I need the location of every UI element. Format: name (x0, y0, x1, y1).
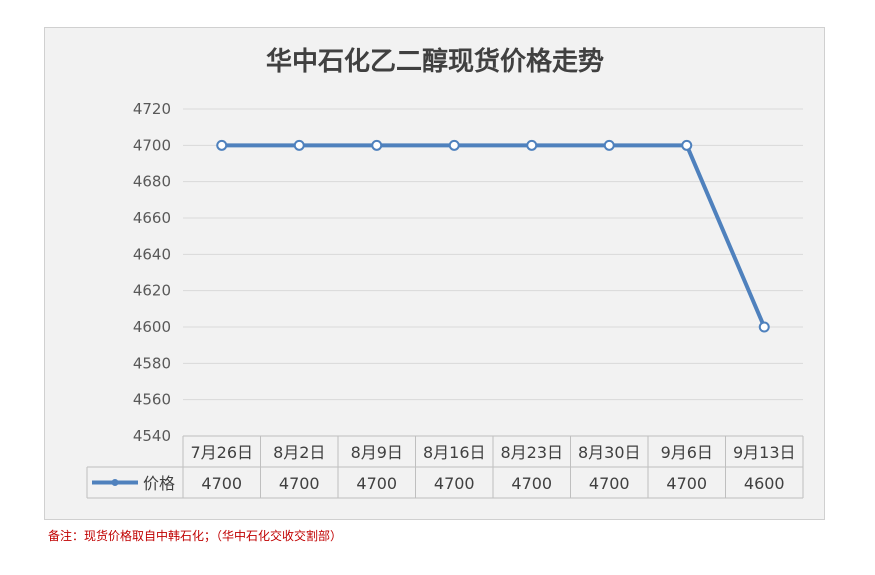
y-tick-label: 4560 (133, 391, 171, 409)
y-tick-label: 4600 (133, 318, 171, 336)
data-table: 7月26日 8月2日 8月9日 8月16日 8月23日 8月30日 9月6日 9月13日 470… (86, 435, 804, 499)
series-line-group (221, 143, 767, 328)
data-table-value: 4700 (434, 474, 475, 493)
data-table-value: 4700 (279, 474, 320, 493)
x-category-label: 8月30日 (578, 443, 641, 462)
chart-svg: 华中石化乙二醇现货价格走势 4540 4560 4580 4600 4620 4640 46… (86, 46, 804, 499)
x-category-label: 9月13日 (733, 443, 796, 462)
y-axis-ticks: 4540 4560 4580 4600 4620 4640 4660 4680 4700 4720 (133, 100, 171, 445)
x-category-label: 9月6日 (661, 443, 713, 462)
x-category-label: 8月23日 (500, 443, 563, 462)
y-tick-label: 4660 (133, 209, 171, 227)
x-category-label: 8月2日 (273, 443, 325, 462)
data-point (448, 139, 460, 151)
data-table-value: 4700 (666, 474, 707, 493)
chart-frame: 华中石化乙二醇现货价格走势 4540 4560 4580 4600 4620 4640 46… (44, 27, 825, 520)
y-tick-label: 4540 (133, 427, 171, 445)
series-line (221, 143, 767, 328)
chart-title: 华中石化乙二醇现货价格走势 (266, 46, 604, 77)
y-tick-label: 4720 (133, 100, 171, 118)
data-point (293, 139, 305, 151)
footnote: 备注：现货价格取自中韩石化；（华中石化交收交割部） (48, 529, 343, 543)
y-tick-label: 4680 (133, 173, 171, 191)
series-markers (216, 139, 770, 333)
data-point (758, 321, 770, 333)
data-table-value: 4700 (356, 474, 397, 493)
data-point (526, 139, 538, 151)
y-tick-label: 4620 (133, 282, 171, 300)
data-point (603, 139, 615, 151)
data-point (681, 139, 693, 151)
data-table-value: 4700 (201, 474, 242, 493)
x-category-label: 7月26日 (190, 443, 253, 462)
x-category-label: 8月9日 (351, 443, 403, 462)
data-table-value: 4600 (744, 474, 785, 493)
y-tick-label: 4580 (133, 354, 171, 372)
legend-series-name: 价格 (143, 474, 175, 493)
data-table-value: 4700 (589, 474, 630, 493)
grid-lines (183, 108, 803, 401)
data-point (216, 139, 228, 151)
data-table-value: 4700 (511, 474, 552, 493)
y-tick-label: 4640 (133, 245, 171, 263)
y-tick-label: 4700 (133, 136, 171, 154)
legend-marker-key (111, 479, 119, 486)
x-category-label: 8月16日 (423, 443, 486, 462)
data-point (371, 139, 383, 151)
